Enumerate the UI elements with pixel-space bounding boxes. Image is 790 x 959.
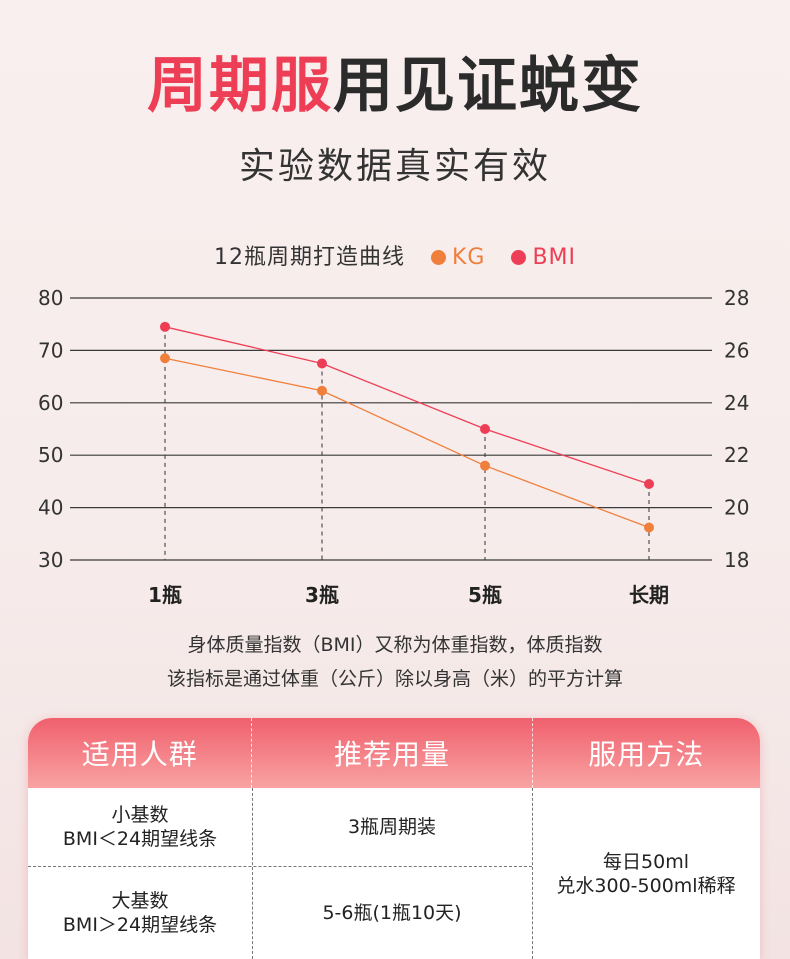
bmi-legend-dot	[511, 250, 527, 265]
bmi-note-line-2: 该指标是通过体重（公斤）除以身高（米）的平方计算	[166, 668, 623, 690]
left-axis-tick-label: 50	[38, 443, 63, 467]
headline-highlight: 周期服	[147, 51, 333, 121]
subtitle: 实验数据真实有效	[238, 146, 551, 187]
group-1-label: 小基数	[111, 804, 169, 826]
left-axis-tick-label: 80	[38, 286, 63, 310]
bmi-data-point	[644, 479, 654, 490]
table-divider	[252, 788, 253, 959]
group-2-label: 大基数	[111, 889, 169, 912]
header-dosage: 推荐用量	[251, 718, 531, 788]
bmi-data-point	[317, 358, 327, 369]
left-axis-tick-label: 30	[38, 548, 63, 572]
bmi-note: 身体质量指数（BMI）又称为体重指数，体质指数 该指标是通过体重（公斤）除以身高…	[0, 628, 790, 696]
method-dose: 每日50ml	[603, 850, 689, 873]
table-header: 适用人群 推荐用量 服用方法	[28, 718, 760, 788]
header-method: 服用方法	[531, 718, 760, 788]
x-axis-category-label: 5瓶	[468, 583, 502, 607]
kg-data-point	[317, 385, 327, 396]
table-divider	[532, 788, 533, 959]
left-axis-tick-label: 70	[38, 338, 63, 362]
method-dilution: 兑水300-500ml稀释	[556, 874, 736, 897]
usage-table: 适用人群 推荐用量 服用方法 小基数 BMI＜24期望线条 3瓶周期装 大基数 …	[28, 718, 760, 959]
line-chart: 80 28 70 26 60 24 50 22 40 20 30 18 1瓶 3瓶 5瓶 长期	[38, 286, 749, 607]
kg-legend-label: KG	[451, 245, 486, 270]
table-cell-dose-2: 5-6瓶(1瓶10天)	[252, 866, 532, 959]
table-cell-group-1: 小基数 BMI＜24期望线条	[28, 788, 252, 866]
table-body: 小基数 BMI＜24期望线条 3瓶周期装 大基数 BMI＞24期望线条 5-6瓶…	[28, 788, 760, 959]
bmi-legend-label: BMI	[532, 245, 577, 270]
kg-series-line	[164, 357, 650, 529]
headline-rest: 用见证蜕变	[333, 51, 643, 121]
left-axis-tick-label: 60	[38, 391, 63, 415]
chart-title: 12瓶周期打造曲线	[213, 245, 405, 270]
table-cell-method: 每日50ml 兑水300-500ml稀释	[532, 788, 760, 959]
table-cell-group-2: 大基数 BMI＞24期望线条	[28, 866, 252, 959]
kg-data-point	[480, 460, 490, 471]
right-axis-tick-label: 18	[724, 548, 749, 572]
right-axis-tick-label: 20	[724, 496, 749, 520]
table-cell-dose-1: 3瓶周期装	[252, 788, 532, 866]
table-row-divider	[28, 866, 532, 867]
left-axis-tick-label: 40	[38, 496, 63, 520]
bmi-series-line	[164, 326, 650, 485]
header-target-group: 适用人群	[81, 738, 198, 771]
right-axis-tick-label: 24	[724, 391, 749, 415]
chart-legend: 12瓶周期打造曲线 KG BMI	[0, 240, 790, 276]
right-axis-tick-label: 26	[724, 338, 749, 362]
bmi-note-line-1: 身体质量指数（BMI）又称为体重指数，体质指数	[187, 634, 603, 656]
x-axis-category-label: 1瓶	[148, 583, 182, 607]
dose-2-value: 5-6瓶(1瓶10天)	[322, 901, 462, 924]
right-axis-tick-label: 22	[724, 443, 749, 467]
kg-data-point	[644, 522, 654, 533]
bmi-data-point	[480, 424, 490, 434]
kg-legend-dot	[430, 250, 446, 265]
group-2-condition: BMI＞24期望线条	[62, 913, 218, 936]
dose-1-value: 3瓶周期装	[347, 816, 437, 838]
right-axis-tick-label: 28	[724, 286, 749, 310]
group-1-condition: BMI＜24期望线条	[62, 828, 218, 850]
headline: 周期服用见证蜕变	[0, 48, 790, 124]
x-axis-category-label: 长期	[629, 583, 669, 607]
x-axis-category-label: 3瓶	[305, 583, 339, 607]
kg-data-point	[160, 353, 170, 364]
bmi-data-point	[160, 321, 170, 332]
